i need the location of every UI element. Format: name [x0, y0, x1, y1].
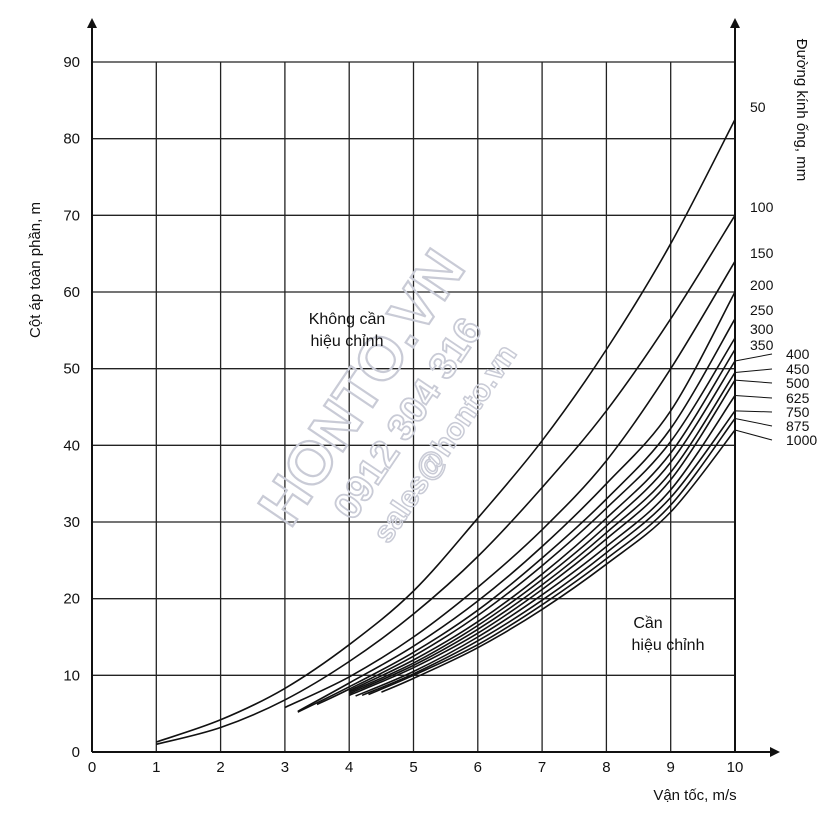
x-tick-label: 5 [409, 759, 417, 776]
x-tick-label: 1 [152, 759, 160, 776]
y-tick-label: 90 [63, 54, 80, 71]
diameter-label-350: 350 [750, 337, 774, 353]
y-tick-label: 30 [63, 514, 80, 531]
leader-line-875 [734, 418, 773, 427]
diameter-label-625: 625 [786, 390, 810, 406]
region-no-correction-line-1: Không cần [309, 311, 386, 328]
leader-line-400 [734, 353, 773, 362]
diameter-label-450: 450 [786, 361, 810, 377]
x-tick-label: 8 [602, 759, 610, 776]
series-line-200 [297, 291, 736, 713]
series-line-1000 [381, 429, 736, 693]
leader-line-450 [734, 368, 773, 373]
x-tick-label: 9 [667, 759, 675, 776]
diameter-label-875: 875 [786, 418, 810, 434]
diameter-label-100: 100 [750, 199, 774, 215]
series-line-350 [348, 349, 736, 692]
x-tick-label: 2 [216, 759, 224, 776]
grid [92, 61, 735, 752]
x-tick-label: 7 [538, 759, 546, 776]
region-correction: Cần hiệu chỉnh [632, 615, 705, 654]
y-tick-label: 60 [63, 284, 80, 301]
right-axis-label: Đường kính ống, mm [793, 39, 810, 181]
y-tick-label: 10 [63, 667, 80, 684]
series-line-300 [316, 337, 736, 706]
x-tick-label: 6 [474, 759, 482, 776]
diameter-label-500: 500 [786, 375, 810, 391]
x-tick-label: 10 [727, 759, 744, 776]
diameter-leader-lines [734, 353, 773, 441]
y-tick-label: 0 [72, 744, 80, 761]
x-tick-label: 0 [88, 759, 96, 776]
series-line-250 [297, 318, 736, 713]
x-axis-label: Vận tốc, m/s [653, 787, 736, 804]
region-correction-line-1: Cần [633, 615, 662, 632]
region-no-correction: Không cần hiệu chỉnh [309, 311, 386, 350]
series-line-100 [156, 214, 736, 746]
series-line-400 [348, 360, 736, 693]
diameter-label-200: 200 [750, 277, 774, 293]
series-line-50 [156, 119, 736, 743]
y-tick-label: 20 [63, 591, 80, 608]
y-tick-labels: 0 10 20 30 40 50 60 70 80 90 [63, 54, 80, 761]
x-tick-label: 4 [345, 759, 353, 776]
y-axis-label: Cột áp toàn phần, m [27, 202, 44, 338]
x-tick-labels: 0 1 2 3 4 5 6 7 8 9 10 [88, 759, 744, 776]
series-line-150 [284, 260, 736, 709]
axes [87, 18, 780, 757]
leader-line-750 [734, 410, 773, 413]
region-correction-line-2: hiệu chỉnh [632, 637, 705, 654]
diameter-label-250: 250 [750, 302, 774, 318]
series-line-750 [361, 410, 736, 697]
series-line-625 [355, 395, 736, 697]
diameter-label-50: 50 [750, 99, 766, 115]
x-tick-label: 3 [281, 759, 289, 776]
leader-line-625 [734, 395, 773, 399]
diameter-label-1000: 1000 [786, 432, 817, 448]
y-tick-label: 40 [63, 437, 80, 454]
series-line-500 [348, 379, 736, 697]
series-lines [156, 119, 736, 746]
diameter-label-400: 400 [786, 346, 810, 362]
leader-line-1000 [734, 429, 773, 441]
series-line-875 [368, 418, 736, 696]
diameter-label-150: 150 [750, 245, 774, 261]
series-line-450 [348, 372, 736, 695]
leader-line-500 [734, 379, 773, 384]
region-no-correction-line-2: hiệu chỉnh [311, 333, 384, 350]
y-tick-label: 80 [63, 131, 80, 148]
diameter-label-750: 750 [786, 404, 810, 420]
y-tick-label: 70 [63, 207, 80, 224]
y-tick-label: 50 [63, 361, 80, 378]
diameter-label-300: 300 [750, 321, 774, 337]
